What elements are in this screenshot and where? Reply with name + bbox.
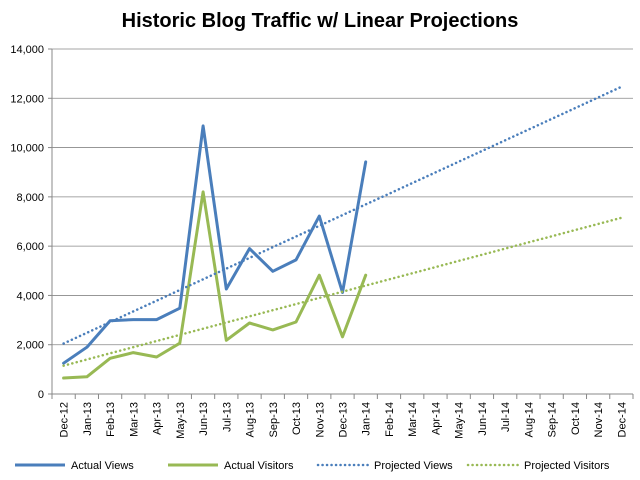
x-tick-label: Jul-14 (500, 402, 512, 432)
grid-lines (52, 48, 633, 346)
series-line-projected-visitors (62, 216, 623, 367)
x-tick-label: Jan-14 (361, 402, 373, 436)
x-tick-label: Sep-13 (268, 402, 280, 437)
y-tick-label: 2,000 (16, 340, 44, 352)
x-tick-label: May-13 (175, 402, 187, 439)
x-tick-label: Sep-14 (547, 402, 559, 437)
y-tick-label: 4,000 (16, 290, 44, 302)
series-lines (62, 85, 623, 380)
x-tick-label: Dec-14 (616, 402, 628, 437)
legend: Actual Views Actual Visitors Projected Vie… (15, 460, 610, 472)
legend-label: Actual Views (71, 460, 134, 472)
y-tick-label: 0 (38, 389, 44, 401)
axes (48, 48, 634, 399)
x-tick-label: Aug-14 (523, 402, 535, 437)
x-tick-label: Jan-13 (82, 402, 94, 436)
legend-label: Actual Visitors (224, 460, 294, 472)
x-tick-label: Aug-13 (245, 402, 257, 437)
x-tick-label: Oct-13 (291, 402, 303, 435)
x-tick-label: May-14 (454, 402, 466, 439)
y-tick-label: 10,000 (10, 143, 44, 155)
legend-label: Projected Views (374, 460, 453, 472)
x-tick-label: Jul-13 (221, 402, 233, 432)
x-tick-label: Jun-14 (477, 402, 489, 436)
legend-label: Projected Visitors (524, 460, 610, 472)
series-line-actual-views (62, 124, 368, 365)
x-tick-label: Mar-13 (128, 402, 140, 437)
x-tick-label: Feb-14 (384, 402, 396, 437)
chart-title: Historic Blog Traffic w/ Linear Projecti… (122, 10, 519, 32)
series-line-projected-views (62, 85, 623, 345)
x-tick-label: Apr-13 (152, 402, 164, 435)
y-tick-label: 6,000 (16, 241, 44, 253)
series-line-actual-visitors (62, 190, 368, 380)
x-tick-label: Dec-13 (338, 402, 350, 437)
x-tick-label: Feb-13 (105, 402, 117, 437)
x-tick-label: Nov-13 (314, 402, 326, 437)
x-tick-label: Nov-14 (593, 402, 605, 437)
x-tick-label: Mar-14 (407, 402, 419, 437)
y-tick-label: 12,000 (10, 93, 44, 105)
x-tick-label: Apr-14 (430, 402, 442, 435)
x-tick-label: Oct-14 (570, 402, 582, 435)
y-tick-label: 14,000 (10, 44, 44, 56)
x-tick-label: Dec-12 (59, 402, 71, 437)
x-tick-labels: Dec-12 Jan-13 Feb-13 Mar-13 Apr-13 May-13 Jun-… (59, 402, 629, 439)
x-tick-label: Jun-13 (198, 402, 210, 436)
y-tick-label: 8,000 (16, 192, 44, 204)
y-tick-labels: 0 2,000 4,000 6,000 8,000 10,000 12,000 14,000 (10, 44, 44, 401)
